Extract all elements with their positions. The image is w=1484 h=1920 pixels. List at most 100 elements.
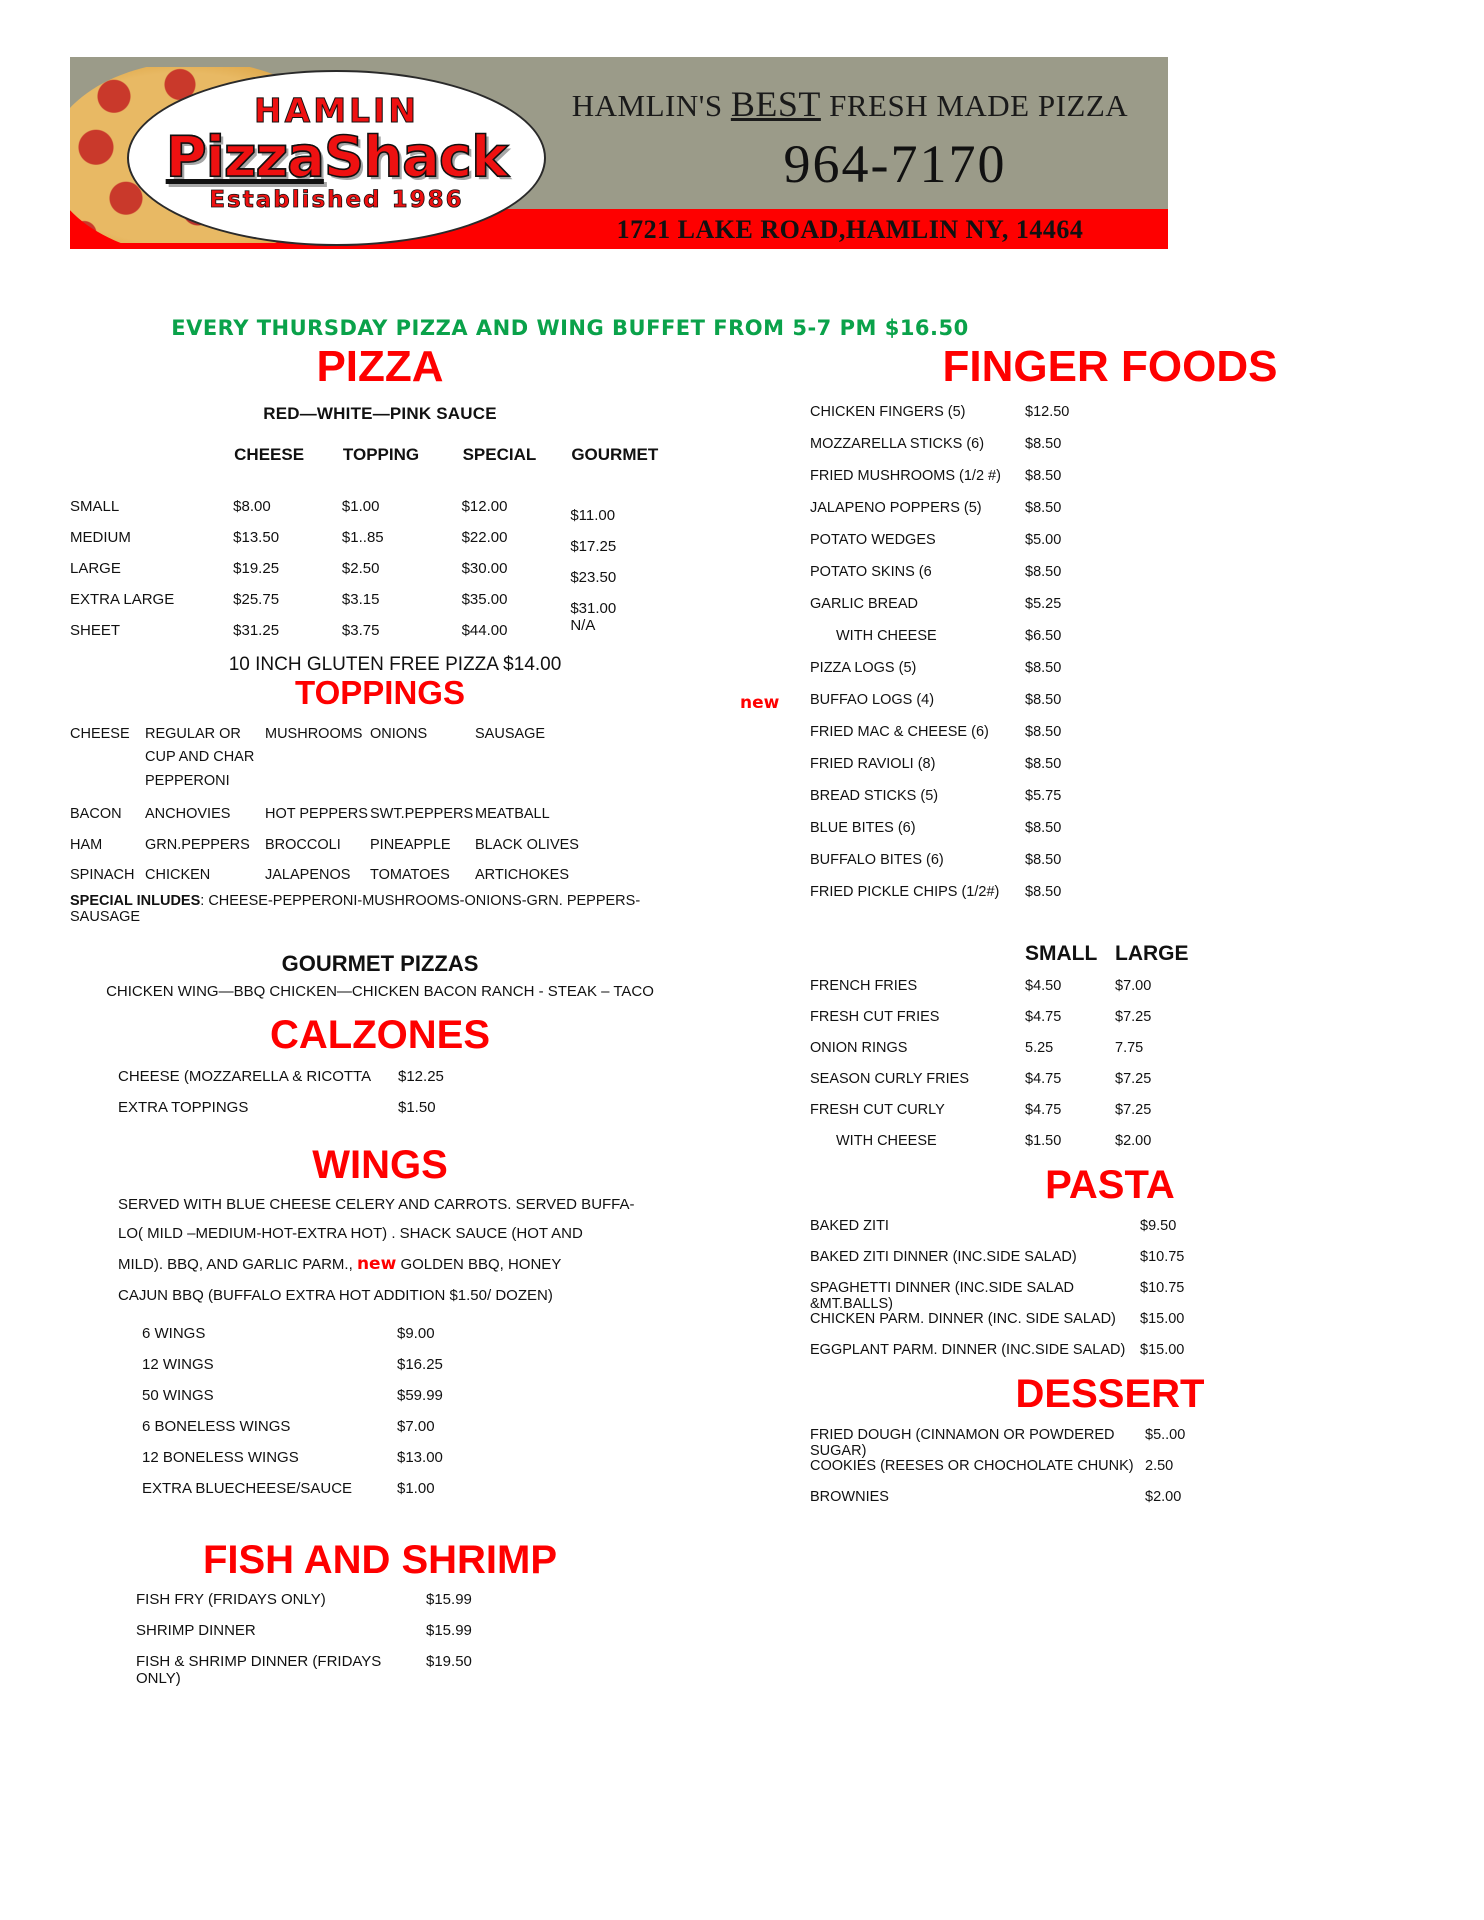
sides-header-small: SMALL xyxy=(1025,942,1098,966)
tagline-best: BEST xyxy=(730,84,821,124)
pasta-price: $15.00 xyxy=(1140,1342,1185,1359)
list-item: PIZZA LOGS (5) $8.50 xyxy=(810,660,1410,692)
topping-item: BACON xyxy=(70,806,122,823)
side-small-price: $4.75 xyxy=(1025,1009,1062,1026)
dessert-price: $2.00 xyxy=(1145,1489,1182,1506)
finger-food-name: JALAPENO POPPERS (5) xyxy=(810,500,982,517)
side-large-price: 7.75 xyxy=(1115,1040,1144,1057)
wings-desc-line-3: MILD). BBQ, AND GARLIC PARM., new GOLDEN… xyxy=(118,1248,690,1281)
finger-food-price: $8.50 xyxy=(1025,756,1062,773)
finger-foods-section-heading: FINGER FOODS xyxy=(942,342,1278,391)
pasta-name: SPAGHETTI DINNER (INC.SIDE SALAD &MT.BAL… xyxy=(810,1280,1074,1313)
toppings-row-sub: CUP AND CHAR xyxy=(70,750,690,765)
special-includes-label: SPECIAL INLUDES xyxy=(70,892,201,909)
toppings-row-sub: PEPPERONI xyxy=(70,774,690,789)
finger-food-name: POTATO WEDGES xyxy=(810,532,936,549)
wing-price: $59.99 xyxy=(397,1386,443,1404)
list-item: COOKIES (REESES OR CHOCHOLATE CHUNK) 2.5… xyxy=(810,1458,1410,1489)
wing-price: $7.00 xyxy=(397,1417,435,1435)
topping-item: BLACK OLIVES xyxy=(475,836,579,853)
finger-food-name: BUFFAO LOGS (4) xyxy=(810,692,935,709)
table-row: MEDIUM $13.50 $1..85 $22.00 $17.25 xyxy=(70,522,690,555)
topping-item: CHEESE xyxy=(70,725,130,742)
wing-price: $1.00 xyxy=(397,1479,435,1497)
calzone-name: EXTRA TOPPINGS xyxy=(118,1098,249,1116)
list-item: FRESH CUT FRIES $4.75 $7.25 xyxy=(810,1009,1410,1040)
list-item: EGGPLANT PARM. DINNER (INC.SIDE SALAD) $… xyxy=(810,1342,1410,1373)
list-item: BAKED ZITI DINNER (INC.SIDE SALAD) $10.7… xyxy=(810,1249,1410,1280)
list-item: POTATO WEDGES $5.00 xyxy=(810,532,1410,564)
wings-desc-line-4: CAJUN BBQ (BUFFALO EXTRA HOT ADDITION $1… xyxy=(118,1287,553,1305)
fish-name: FISH FRY (FRIDAYS ONLY) xyxy=(136,1590,326,1608)
finger-food-price: $8.50 xyxy=(1025,884,1062,901)
pizza-special-price: $12.00 xyxy=(461,498,508,516)
topping-item: CHICKEN xyxy=(145,867,211,884)
finger-food-name: FRIED RAVIOLI (8) xyxy=(810,756,936,773)
side-name: SEASON CURLY FRIES xyxy=(810,1071,970,1088)
wing-name: 12 WINGS xyxy=(142,1355,214,1373)
fish-section-heading: FISH AND SHRIMP xyxy=(202,1537,558,1582)
pasta-price: $10.75 xyxy=(1140,1280,1185,1297)
wing-name: 6 WINGS xyxy=(142,1324,206,1342)
toppings-row: CHEESE REGULAR OR MUSHROOMS ONIONS SAUSA… xyxy=(70,727,690,742)
wings-description: SERVED WITH BLUE CHEESE CELERY AND CARRO… xyxy=(70,1190,690,1311)
finger-food-name: CHICKEN FINGERS (5) xyxy=(810,404,966,421)
list-item: SEASON CURLY FRIES $4.75 $7.25 xyxy=(810,1071,1410,1102)
wing-price: $9.00 xyxy=(397,1324,435,1342)
finger-food-price: $8.50 xyxy=(1025,724,1062,741)
gourmet-pizzas-list: CHICKEN WING—BBQ CHICKEN—CHICKEN BACON R… xyxy=(106,982,654,1000)
calzones-price-list: CHEESE (MOZZARELLA & RICOTTA $12.25 EXTR… xyxy=(70,1068,690,1130)
finger-food-name: FRIED MAC & CHEESE (6) xyxy=(810,724,989,741)
pasta-price: $10.75 xyxy=(1140,1249,1185,1266)
pizza-gourmet-price: $11.00 xyxy=(570,507,616,525)
toppings-section-heading: TOPPINGS xyxy=(295,674,465,712)
pizza-special-price: $35.00 xyxy=(461,591,508,609)
topping-item: HOT PEPPERS xyxy=(265,806,368,823)
finger-food-price: $8.50 xyxy=(1025,820,1062,837)
wing-name: 12 BONELESS WINGS xyxy=(142,1448,299,1466)
topping-item: HAM xyxy=(70,836,103,853)
side-small-price: $4.75 xyxy=(1025,1071,1062,1088)
list-item: FRIED MAC & CHEESE (6) $8.50 xyxy=(810,724,1410,756)
pizza-col-cheese: CHEESE xyxy=(234,445,305,465)
gourmet-pizzas-heading: GOURMET PIZZAS xyxy=(281,950,479,976)
pasta-name: BAKED ZITI DINNER (INC.SIDE SALAD) xyxy=(810,1249,1077,1266)
wings-desc-line-3a: MILD). BBQ, AND GARLIC PARM., xyxy=(118,1256,357,1274)
special-includes-text: : CHEESE-PEPPERONI-MUSHROOMS-ONIONS-GRN.… xyxy=(70,892,641,925)
side-large-price: $7.25 xyxy=(1115,1009,1152,1026)
finger-food-price: $8.50 xyxy=(1025,692,1062,709)
dessert-name: BROWNIES xyxy=(810,1489,889,1506)
pizza-gourmet-price-cell: $17.25 xyxy=(570,522,690,555)
wings-desc-line-3b: GOLDEN BBQ, HONEY xyxy=(396,1256,562,1274)
finger-food-name: BUFFALO BITES (6) xyxy=(810,852,944,869)
logo-established-text: Established 1986 xyxy=(209,186,464,213)
side-name: WITH CHEESE xyxy=(836,1133,937,1150)
topping-item: MUSHROOMS xyxy=(265,725,363,742)
pasta-section-heading: PASTA xyxy=(1045,1163,1175,1208)
list-item: SPAGHETTI DINNER (INC.SIDE SALAD &MT.BAL… xyxy=(810,1280,1410,1313)
wing-price: $16.25 xyxy=(397,1355,443,1373)
side-small-price: $1.50 xyxy=(1025,1133,1062,1150)
dessert-section-heading: DESSERT xyxy=(1015,1372,1205,1417)
fish-name: FISH & SHRIMP DINNER (FRIDAYS ONLY) xyxy=(136,1652,382,1687)
pizza-gourmet-price-cell: $31.00 xyxy=(570,584,690,617)
list-item: BUFFALO BITES (6) $8.50 xyxy=(810,852,1410,884)
dessert-name: FRIED DOUGH (CINNAMON OR POWDERED SUGAR) xyxy=(810,1427,1115,1460)
list-item: BROWNIES $2.00 xyxy=(810,1489,1410,1520)
pizza-size: MEDIUM xyxy=(70,529,131,547)
pizza-special-price: $44.00 xyxy=(461,622,508,640)
topping-item: PINEAPPLE xyxy=(370,836,451,853)
topping-subline-1: CUP AND CHAR xyxy=(145,749,255,766)
list-item: MOZZARELLA STICKS (6) $8.50 xyxy=(810,436,1410,468)
list-item: BREAD STICKS (5) $5.75 xyxy=(810,788,1410,820)
list-item: POTATO SKINS (6 $8.50 xyxy=(810,564,1410,596)
pizza-topping-price: $2.50 xyxy=(341,560,380,578)
table-row: SMALL $8.00 $1.00 $12.00 $11.00 xyxy=(70,491,690,525)
pizza-col-size xyxy=(70,444,233,491)
side-small-price: $4.75 xyxy=(1025,1102,1062,1119)
pizza-topping-price: $1..85 xyxy=(341,529,384,547)
list-item: JALAPENO POPPERS (5) $8.50 xyxy=(810,500,1410,532)
toppings-row: BACON ANCHOVIES HOT PEPPERS SWT.PEPPERS … xyxy=(70,807,690,822)
topping-spacer xyxy=(70,774,145,789)
